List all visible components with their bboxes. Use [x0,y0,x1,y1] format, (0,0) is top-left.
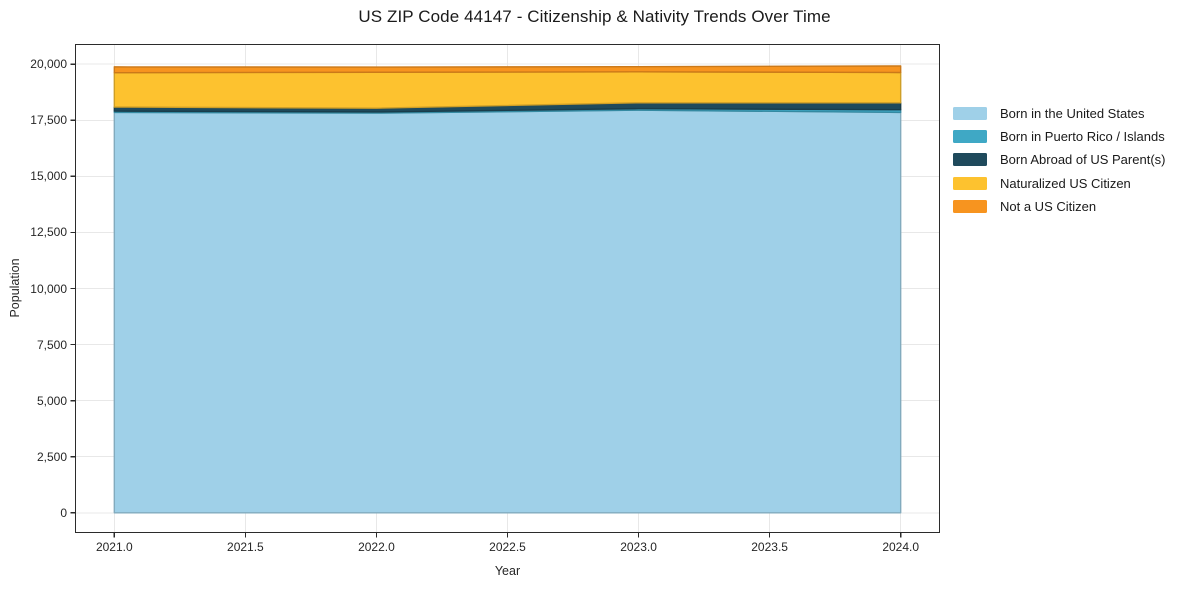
legend-swatch-icon [953,176,987,190]
x-tick-label: 2023.5 [751,540,788,554]
y-tick-label: 12,500 [30,225,67,240]
y-tick-label: 10,000 [30,281,67,296]
x-tick-label: 2021.5 [227,540,264,554]
area-series-4 [113,65,902,74]
x-tick-label: 2022.5 [489,540,526,554]
y-tick-label: 2,500 [36,449,67,464]
plot-area [70,43,941,538]
chart-title: US ZIP Code 44147 - Citizenship & Nativi… [358,7,831,26]
legend-item: Not a US Citizen [953,195,1165,218]
legend-label: Born in Puerto Rico / Islands [1000,129,1165,145]
legend-item: Born in Puerto Rico / Islands [953,125,1165,148]
legend-label: Naturalized US Citizen [1000,175,1131,191]
plot-frame [74,43,941,534]
legend-swatch-icon [953,107,987,121]
x-tick-label: 2024.0 [882,540,920,554]
legend-swatch-icon [953,130,987,144]
y-tick-label: 20,000 [30,57,67,72]
x-tick-label: 2022.0 [358,540,395,554]
y-tick-label: 15,000 [30,169,67,184]
x-tick-label: 2021.0 [95,540,133,554]
legend-label: Not a US Citizen [1000,198,1097,214]
y-tick-label: 7,500 [36,337,67,352]
legend-item: Born Abroad of US Parent(s) [953,148,1165,171]
x-axis-label: Year [494,564,521,578]
y-axis-label: Population [8,258,22,318]
legend-label: Born Abroad of US Parent(s) [1000,152,1166,168]
area-series-0 [113,109,902,514]
legend-swatch-icon [953,199,987,213]
legend: Born in the United States Born in Puerto … [953,102,1165,218]
y-tick-label: 17,500 [30,113,67,128]
area-series-3 [113,71,902,109]
y-tick-label: 5,000 [36,393,67,408]
legend-item: Born in the United States [953,102,1165,125]
legend-swatch-icon [953,153,987,167]
x-tick-label: 2023.0 [620,540,657,554]
legend-label: Born in the United States [1000,106,1145,122]
legend-item: Naturalized US Citizen [953,172,1165,195]
y-tick-label: 0 [60,505,67,520]
